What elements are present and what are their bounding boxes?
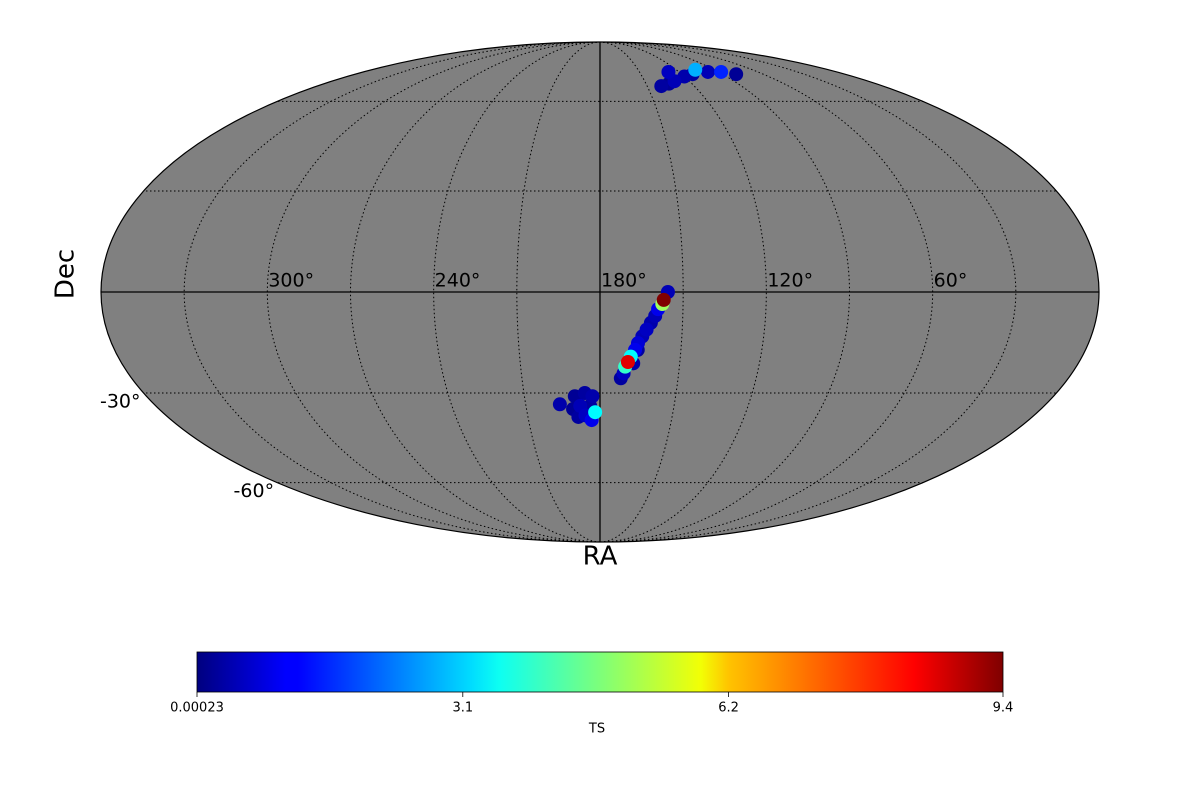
ts-pixel xyxy=(654,79,669,94)
x-axis-label: RA xyxy=(583,542,618,572)
dec-tick-label: -30° xyxy=(100,390,141,412)
ts-pixel xyxy=(588,405,603,420)
ts-pixel xyxy=(656,292,671,307)
meridian xyxy=(599,42,684,542)
ra-tick-label: 300° xyxy=(268,270,314,292)
meridian xyxy=(599,42,767,542)
tick-labels: 300° 240° 180° 120° 60° -30° -60° xyxy=(100,270,967,503)
colorbar-tick-label: 0.00023 xyxy=(170,701,224,716)
colorbar-tick-label: 3.1 xyxy=(452,701,473,716)
meridian xyxy=(433,42,601,542)
graticule xyxy=(101,42,1099,542)
ts-pixel xyxy=(585,389,600,404)
ts-pixel xyxy=(620,355,635,370)
colorbar xyxy=(196,651,1004,693)
dec-tick-label: -60° xyxy=(234,480,275,502)
ts-map xyxy=(552,62,744,428)
colorbar-ticks: 0.00023 3.1 6.2 9.4 xyxy=(170,692,1013,716)
ts-pixel xyxy=(552,397,567,412)
ts-pixel xyxy=(729,67,744,82)
ra-tick-label: 120° xyxy=(767,270,813,292)
ts-pixel xyxy=(661,64,676,79)
ts-pixel xyxy=(714,64,729,79)
colorbar-label: TS xyxy=(588,722,605,737)
colorbar-tick-label: 6.2 xyxy=(718,701,739,716)
meridian xyxy=(599,42,1017,542)
y-axis-label: Dec xyxy=(51,249,81,299)
ra-tick-label: 60° xyxy=(934,270,968,292)
ts-pixel xyxy=(639,322,654,337)
ra-tick-label: 240° xyxy=(435,270,481,292)
colorbar-tick-label: 9.4 xyxy=(993,701,1014,716)
ts-pixel xyxy=(688,62,703,77)
sky-outline xyxy=(100,41,1100,543)
ts-pixel xyxy=(700,64,715,79)
ra-tick-label: 180° xyxy=(601,270,647,292)
